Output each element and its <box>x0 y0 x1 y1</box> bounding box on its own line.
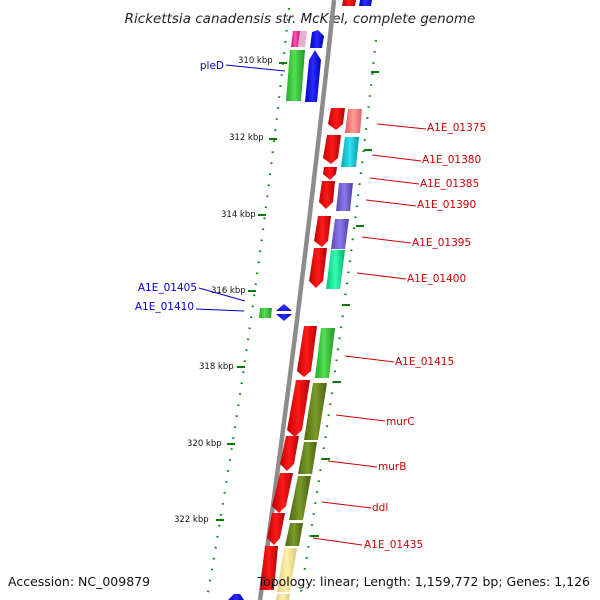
gene-blue-small[interactable] <box>310 30 324 48</box>
tick-label-310: 310 kbp <box>238 56 273 66</box>
gene-top-red[interactable] <box>342 0 356 6</box>
tick-label-316: 316 kbp <box>211 286 246 296</box>
label-A1E_01380[interactable]: A1E_01380 <box>422 154 481 166</box>
gene-murC-olive[interactable] <box>304 383 327 440</box>
label-A1E_01410[interactable]: A1E_01410 <box>135 301 194 313</box>
gene-ddl-red[interactable] <box>272 473 293 513</box>
gene-top-blue[interactable] <box>359 0 372 6</box>
gene-pleD-green[interactable] <box>286 50 305 101</box>
gene-A1E_01395-purple[interactable] <box>331 219 349 249</box>
gene-pleD-blue[interactable] <box>305 50 321 102</box>
gene-A1E_01395-red[interactable] <box>314 216 331 247</box>
tick-label-312: 312 kbp <box>229 133 264 143</box>
map-title: Rickettsia canadensis str. McKiel, compl… <box>125 11 476 27</box>
gene-A1E_01375-salmon[interactable] <box>345 109 362 133</box>
leader-lines <box>195 64 427 546</box>
label-A1E_01395[interactable]: A1E_01395 <box>412 237 471 249</box>
label-murC[interactable]: murC <box>386 416 415 428</box>
gene-A1E_01435-red[interactable] <box>267 513 285 545</box>
label-A1E_01400[interactable]: A1E_01400 <box>407 273 466 285</box>
label-A1E_01435[interactable]: A1E_01435 <box>364 539 423 551</box>
gene-A1E_01415-red[interactable] <box>297 326 317 377</box>
gene-bottom-cream[interactable] <box>277 548 297 592</box>
label-ddl[interactable]: ddl <box>372 502 388 514</box>
label-A1E_01415[interactable]: A1E_01415 <box>395 356 454 368</box>
gene-murB-red[interactable] <box>280 436 299 471</box>
tick-label-314: 314 kbp <box>221 210 256 220</box>
gene-A1E_01435-olive[interactable] <box>285 523 303 546</box>
gene-A1E_01390-red[interactable] <box>319 181 335 209</box>
gene-bottom-red[interactable] <box>260 546 278 590</box>
gene-A1E_01405-blue-up[interactable] <box>276 304 292 311</box>
accession-text: Accession: NC_009879 <box>8 574 150 589</box>
label-pleD[interactable]: pleD <box>200 60 224 72</box>
gene-A1E_01410-blue-down[interactable] <box>276 314 292 321</box>
genome-summary-text: Topology: linear; Length: 1,159,772 bp; … <box>257 574 590 589</box>
gene-A1E_01410-green[interactable] <box>259 308 272 318</box>
tick-label-322: 322 kbp <box>174 515 209 525</box>
gene-A1E_01390-purple[interactable] <box>336 183 353 211</box>
gene-A1E_01380-red[interactable] <box>323 135 341 164</box>
label-A1E_01385[interactable]: A1E_01385 <box>420 178 479 190</box>
gene-murC-red[interactable] <box>287 380 310 437</box>
label-A1E_01405[interactable]: A1E_01405 <box>138 282 197 294</box>
position-ticks <box>216 62 379 537</box>
gene-bottom-blue[interactable] <box>228 594 244 600</box>
label-murB[interactable]: murB <box>378 461 406 473</box>
label-A1E_01390[interactable]: A1E_01390 <box>417 199 476 211</box>
gene-A1E_01385-red[interactable] <box>323 167 337 180</box>
gene-bottom-cream-2[interactable] <box>276 594 290 600</box>
tick-label-318: 318 kbp <box>199 362 234 372</box>
gene-A1E_01380-cyan[interactable] <box>341 137 359 167</box>
gene-ddl-olive[interactable] <box>289 476 311 520</box>
label-A1E_01375[interactable]: A1E_01375 <box>427 122 486 134</box>
gene-A1E_01400-red[interactable] <box>309 248 327 288</box>
gene-pink-light[interactable] <box>298 31 307 47</box>
gene-A1E_01400-aqua[interactable] <box>326 250 345 289</box>
gene-pink[interactable] <box>291 31 300 47</box>
gene-murB-olive[interactable] <box>298 442 317 474</box>
tick-label-320: 320 kbp <box>187 439 222 449</box>
gene-A1E_01375-red[interactable] <box>328 108 345 130</box>
gene-A1E_01415-green[interactable] <box>315 328 335 378</box>
gene-glyphs <box>228 0 372 600</box>
